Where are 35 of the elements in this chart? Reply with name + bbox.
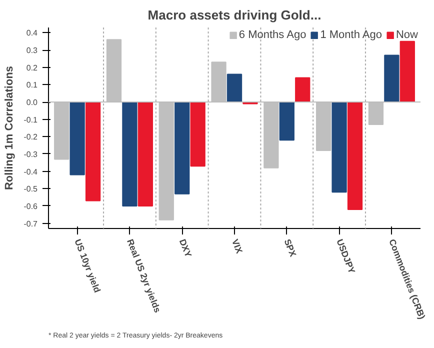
bar (122, 102, 138, 206)
y-tick-label: -0.7 (24, 219, 38, 228)
x-tick-label: Real US 2yr yields (125, 238, 163, 314)
bar (384, 54, 400, 103)
y-tick-label: 0.3 (26, 46, 38, 56)
legend-label: 6 Months Ago (238, 29, 306, 41)
bar (70, 102, 85, 176)
bar (279, 102, 294, 141)
x-tick-label: DXY (177, 238, 194, 259)
x-tick-label: US 10yr yield (72, 238, 102, 294)
y-tick-label: -0.2 (24, 132, 38, 142)
y-tick-label: -0.3 (24, 150, 38, 159)
bar (295, 77, 310, 103)
x-tick-label: VIX (230, 238, 244, 255)
y-tick-label: 0.2 (26, 63, 38, 72)
y-tick-label: -0.1 (24, 115, 38, 124)
y-tick-label: 0.0 (26, 98, 38, 108)
y-tick-label: 0.1 (26, 80, 38, 90)
bar (400, 40, 415, 103)
bar (226, 74, 242, 103)
y-axis-title: Rolling 1m Correlations (4, 66, 16, 190)
bar (332, 102, 347, 193)
y-tick-label: -0.6 (24, 202, 38, 211)
bar (190, 102, 206, 167)
x-tick-label: SPX (282, 238, 298, 258)
y-tick-label: -0.4 (24, 167, 38, 176)
legend-label: 1 Month Ago (320, 29, 382, 41)
y-tick-label: -0.5 (24, 184, 38, 194)
bar (174, 102, 190, 194)
chart-title: Macro assets driving Gold... (148, 8, 322, 22)
y-tick-label: 0.4 (26, 28, 38, 38)
bar (347, 102, 363, 210)
bar (85, 102, 101, 202)
legend-label: Now (396, 29, 418, 41)
bar (138, 102, 154, 206)
